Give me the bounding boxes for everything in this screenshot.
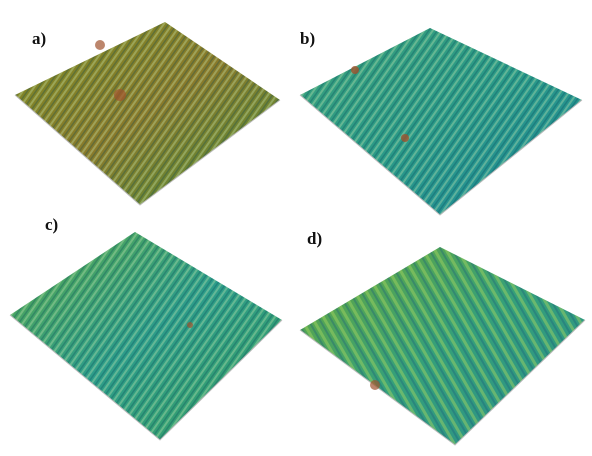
- spot: [370, 380, 380, 390]
- spot: [187, 322, 193, 328]
- panel-d: d): [300, 229, 585, 445]
- texture: [15, 22, 280, 205]
- texture: [10, 232, 282, 440]
- panel-label: a): [32, 29, 46, 48]
- figure: a) b) c) d): [0, 0, 592, 456]
- panel-label: d): [307, 229, 322, 248]
- spot: [401, 134, 409, 142]
- texture: [300, 247, 585, 445]
- spot: [95, 40, 105, 50]
- panel-b: b): [300, 28, 582, 215]
- panel-label: b): [300, 29, 315, 48]
- spot: [114, 89, 126, 101]
- spot: [351, 66, 359, 74]
- panel-c: c): [10, 215, 282, 440]
- panel-label: c): [45, 215, 58, 234]
- panel-a: a): [15, 22, 280, 205]
- texture: [300, 28, 582, 215]
